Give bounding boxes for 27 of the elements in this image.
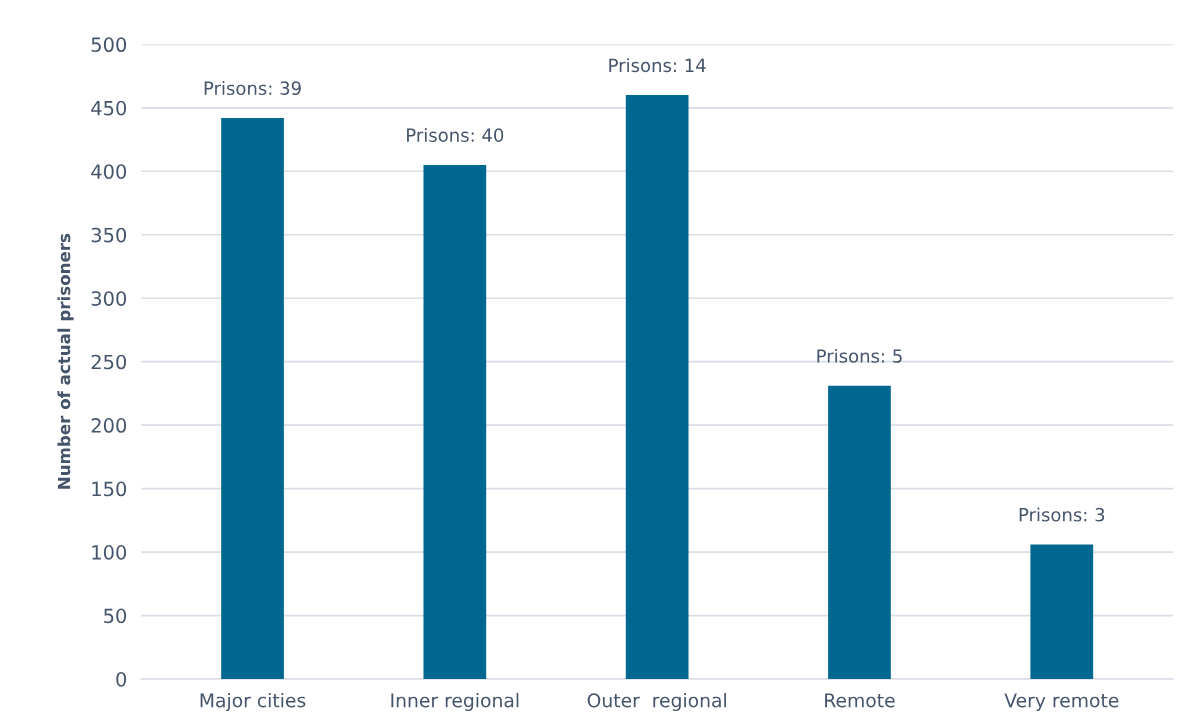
y-tick-label: 400 — [91, 164, 127, 179]
y-tick-label: 450 — [91, 100, 127, 116]
bar — [625, 95, 689, 680]
y-tick-label: 500 — [91, 37, 127, 53]
x-tick-label: Inner regional — [391, 692, 519, 712]
annotation: Prisons: 5 — [817, 348, 902, 363]
annotation: Prisons: 40 — [407, 128, 504, 142]
y-tick-label: 200 — [91, 418, 127, 433]
x-tick-label: Remote — [825, 693, 895, 708]
bar — [221, 117, 284, 680]
y-tick-label: 150 — [92, 481, 127, 497]
y-tick-label: 250 — [91, 354, 127, 370]
y-tick-label: 0 — [116, 671, 127, 687]
x-tick-label: Major cities — [200, 692, 306, 712]
bar — [1030, 544, 1094, 680]
annotation: Prisons: 14 — [609, 58, 706, 73]
bar — [828, 385, 891, 680]
annotation: Prisons: 39 — [204, 81, 301, 96]
x-tick-label: Outer regional — [587, 692, 726, 712]
y-tick-label: 350 — [91, 227, 127, 243]
annotation: Prisons: 3 — [1019, 507, 1105, 522]
y-tick-label: 50 — [104, 608, 127, 624]
y-axis-title: Number of actual prisoners — [57, 233, 74, 489]
y-tick-label: 100 — [92, 545, 127, 560]
bar — [423, 164, 487, 680]
x-tick-label: Very remote — [1004, 693, 1119, 712]
y-tick-label: 300 — [91, 291, 127, 306]
